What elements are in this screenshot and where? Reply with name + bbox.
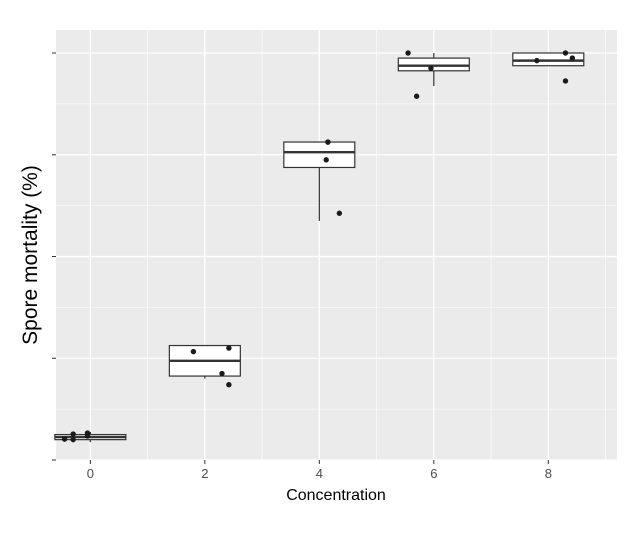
- data-point: [405, 50, 411, 56]
- data-point: [428, 65, 434, 71]
- data-point: [70, 431, 76, 437]
- data-point: [226, 382, 232, 388]
- data-point: [61, 436, 68, 442]
- data-point: [336, 210, 343, 216]
- x-tick-label: 8: [545, 466, 552, 481]
- data-point: [190, 348, 197, 355]
- box-body: [397, 57, 470, 72]
- data-point: [226, 345, 232, 351]
- y-axis-title: Spore mortality (%): [19, 165, 42, 345]
- x-axis-ticks: 0 2 4 6 8: [87, 460, 552, 481]
- x-tick-label: 6: [430, 466, 437, 481]
- x-axis-title: Concentration: [286, 487, 386, 504]
- plot-panel: [56, 30, 617, 460]
- x-tick-label: 2: [201, 466, 208, 481]
- data-point: [534, 57, 540, 64]
- data-point: [562, 78, 569, 84]
- data-point: [219, 370, 225, 377]
- box-body: [512, 52, 585, 67]
- data-point: [562, 50, 569, 56]
- y-axis-ticks: [52, 52, 56, 461]
- x-tick-label: 0: [87, 466, 94, 481]
- box-6: [397, 53, 470, 87]
- box-4: [283, 141, 356, 221]
- boxes: [54, 52, 585, 443]
- data-point: [569, 55, 576, 61]
- x-tick-label: 4: [316, 466, 323, 481]
- box-body: [283, 141, 356, 169]
- data-point: [323, 157, 329, 163]
- data-point: [70, 436, 76, 443]
- data-point: [325, 139, 331, 145]
- data-point: [84, 433, 91, 439]
- data-point: [413, 93, 420, 99]
- data-points: [61, 50, 576, 443]
- minor-gridlines: [56, 30, 617, 460]
- box-0: [54, 432, 127, 443]
